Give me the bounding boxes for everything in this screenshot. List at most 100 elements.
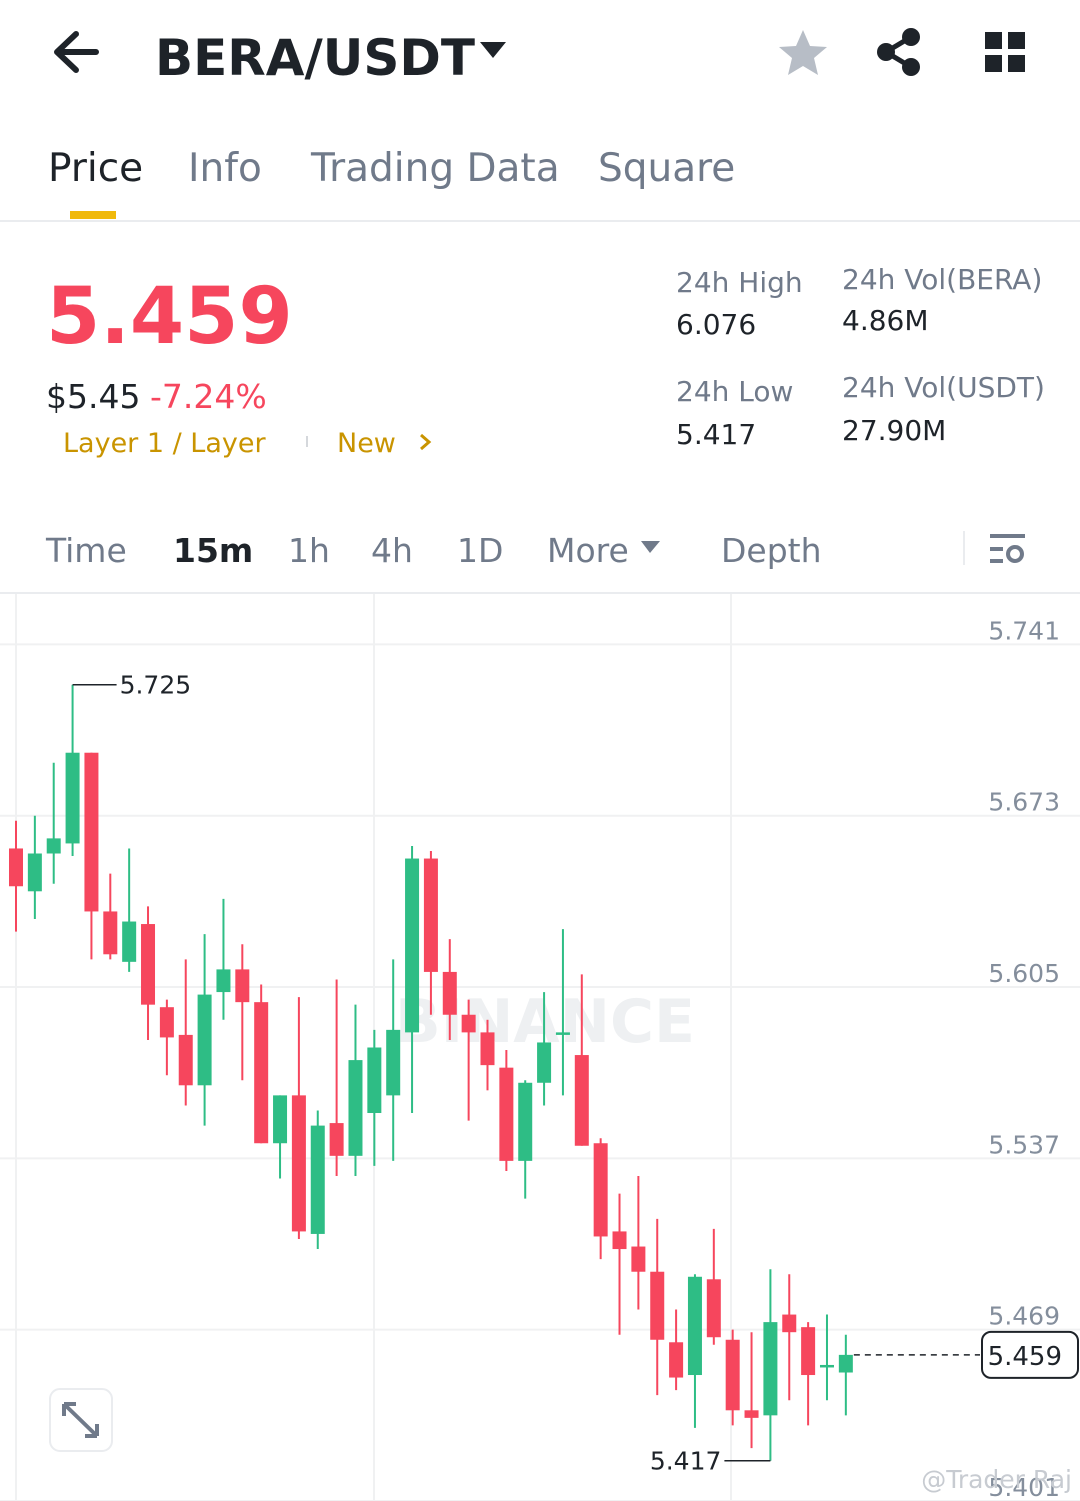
candle-body [386,1029,401,1096]
category-tag[interactable]: Layer 1 / Layer [63,428,266,459]
candle-body [838,1354,853,1373]
candle-body [631,1246,646,1272]
chart: 5.741 5.673 5.605 5.537 5.469 5.401 5.725 5.417… [0,616,1080,1501]
candle-body [537,1042,552,1083]
tab[interactable]: Info [188,146,262,191]
candle-body [706,1279,721,1338]
candle-body [235,969,250,1003]
grid-menu[interactable] [985,32,1025,72]
candle-body [763,1322,778,1416]
y-tick-label: 5.401 [988,1473,1060,1501]
candle-body [593,1143,608,1237]
interval[interactable]: 1D [457,531,503,570]
y-tick-label: 5.741 [988,616,1060,645]
y-tick-label: 5.673 [988,788,1060,817]
pair-dropdown[interactable] [480,42,506,58]
share-icon [902,58,920,76]
settings-icon [1006,545,1024,563]
candle-body [480,1032,495,1066]
category-tag[interactable]: New [337,428,396,459]
grid-icon [985,55,1002,72]
last-price-label: 5.459 [988,1342,1062,1372]
candle-body [669,1342,684,1378]
annotation-label: 5.725 [120,671,192,700]
candle-body [216,969,231,993]
stat-value: 27.90M [842,414,946,447]
more-caret [641,541,660,553]
candle-body [744,1410,759,1418]
favorite-star[interactable] [779,30,827,75]
grid-icon [985,32,1002,49]
y-tick-label: 5.469 [988,1302,1060,1331]
usd-price: $5.45 [46,377,140,416]
tab-indicator [70,211,116,219]
candle-body [65,752,80,844]
stat-label: 24h Vol(USDT) [842,371,1045,404]
share-button[interactable] [877,28,920,76]
share-icon [902,28,920,46]
candle-body [423,858,438,972]
grid-icon [1008,55,1025,72]
stat-label: 24h High [676,266,803,299]
candle-body [782,1314,797,1333]
expand-button[interactable] [49,1388,113,1452]
candle-body [46,838,61,854]
tag-chevron [420,433,432,451]
stat-label: 24h Low [676,375,793,408]
candle-body [442,971,457,1015]
interval[interactable]: More [547,531,629,570]
candle-body [801,1327,816,1376]
last-price-box [981,1330,1079,1379]
last-price: 5.459 [46,272,293,362]
candle-body [159,1007,174,1038]
candle-body [574,1055,589,1146]
tab[interactable]: Square [598,146,735,191]
candle-body [197,994,212,1086]
annotation-label: 5.417 [650,1447,722,1476]
candle-body [725,1339,740,1411]
candle-body [84,752,99,912]
candle-body [310,1125,325,1234]
tab[interactable]: Price [48,146,143,191]
candle-body [612,1231,627,1250]
candle-body [348,1060,363,1156]
share-icon [877,43,895,61]
candle-body [687,1276,702,1376]
grid-icon [1008,32,1025,49]
tab[interactable]: Trading Data [310,146,560,191]
candle-body [819,1364,834,1368]
interval[interactable]: Depth [721,531,822,570]
stat-value: 4.86M [842,304,929,337]
interval[interactable]: 1h [288,531,330,570]
interval[interactable]: 15m [173,531,253,570]
candle-body [329,1123,344,1156]
expand-icon [62,1402,99,1438]
candle-body [178,1034,193,1086]
y-tick-label: 5.605 [988,959,1060,988]
price-change: -7.24% [150,377,267,416]
candle-body [273,1095,288,1144]
chart-settings[interactable] [990,534,1025,563]
stat-value: 5.417 [676,418,756,451]
interval[interactable]: 4h [371,531,413,570]
candle-body [518,1082,533,1161]
back-button[interactable] [54,31,99,73]
candle-body [103,911,118,955]
candle-body [367,1047,382,1114]
candle-body [405,858,420,1033]
candle-body [254,1002,269,1144]
candle-body [291,1095,306,1232]
candle-body [650,1271,665,1340]
stat-value: 6.076 [676,308,756,341]
pair-title[interactable]: BERA/USDT [155,29,475,87]
candle-body [9,848,23,887]
candle-body [27,853,42,892]
candle-body [461,1014,476,1033]
back-icon [54,31,99,73]
watermark: @Trader Raj [921,1465,1072,1494]
candle-body [141,924,156,1005]
stat-label: 24h Vol(BERA) [842,263,1042,296]
interval[interactable]: Time [45,531,127,570]
y-tick-label: 5.537 [988,1130,1060,1159]
